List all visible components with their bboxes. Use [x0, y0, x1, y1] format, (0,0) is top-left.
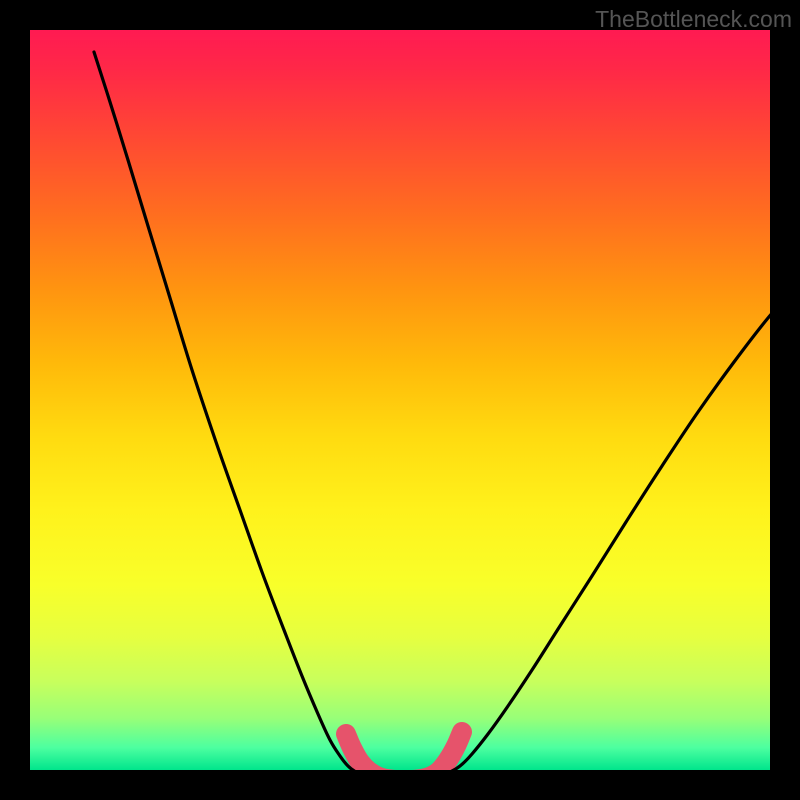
curve-right: [442, 248, 770, 770]
chart-svg: [30, 30, 770, 770]
bottom-highlight-stroke: [346, 732, 462, 770]
plot-area: [30, 30, 770, 770]
watermark-text: TheBottleneck.com: [595, 6, 792, 33]
curve-left: [94, 52, 364, 770]
